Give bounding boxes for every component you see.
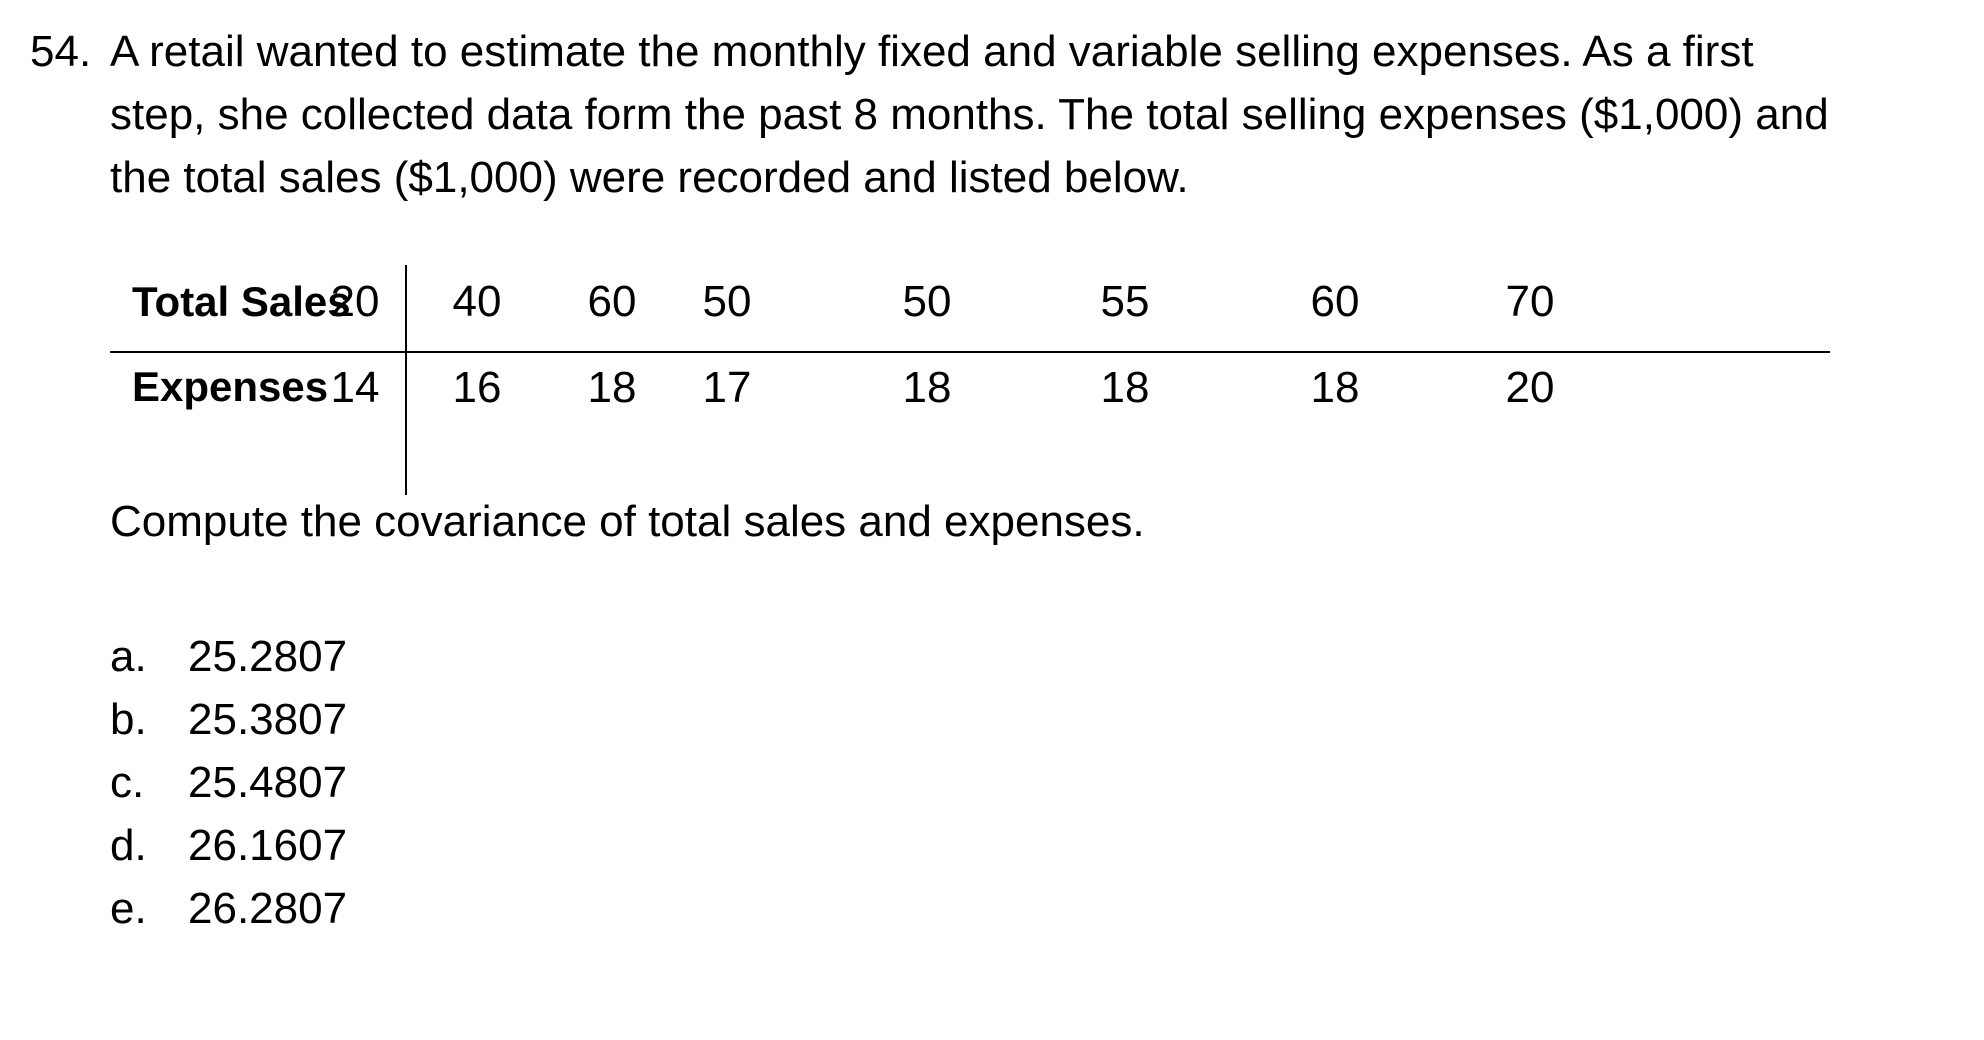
table-horizontal-divider bbox=[110, 351, 1830, 353]
question-line: step, she collected data form the past 8… bbox=[110, 90, 1829, 139]
answer-choice-d[interactable]: d. 26.1607 bbox=[110, 814, 347, 877]
question-number: 54. bbox=[30, 27, 92, 76]
choice-value: 25.4807 bbox=[188, 758, 348, 807]
question-prompt: Compute the covariance of total sales an… bbox=[110, 497, 1145, 546]
choice-value: 25.3807 bbox=[188, 695, 348, 744]
choice-letter: b. bbox=[110, 695, 147, 744]
table-cell: 55 bbox=[1100, 277, 1150, 326]
table-cell: 18 bbox=[1310, 363, 1360, 412]
row-label-total-sales: Total Sales bbox=[132, 278, 351, 325]
table-cell: 18 bbox=[587, 363, 637, 412]
answer-choice-e[interactable]: e. 26.2807 bbox=[110, 877, 347, 940]
table-cell: 50 bbox=[902, 277, 952, 326]
choice-value: 26.1607 bbox=[188, 821, 348, 870]
table-cell: 70 bbox=[1505, 277, 1555, 326]
table-cell: 18 bbox=[1100, 363, 1150, 412]
question-line: the total sales ($1,000) were recorded a… bbox=[110, 153, 1189, 202]
row-label-expenses: Expenses bbox=[132, 363, 329, 410]
table-cell: 60 bbox=[587, 277, 637, 326]
question-text: A retail wanted to estimate the monthly … bbox=[110, 20, 1984, 209]
table-cell: 17 bbox=[702, 363, 752, 412]
answer-choice-a[interactable]: a. 25.2807 bbox=[110, 625, 347, 688]
table-cell: 16 bbox=[452, 363, 502, 412]
table-cell: 40 bbox=[452, 277, 502, 326]
choice-value: 26.2807 bbox=[188, 884, 348, 933]
table-cell: 60 bbox=[1310, 277, 1360, 326]
answer-choice-b[interactable]: b. 25.3807 bbox=[110, 688, 347, 751]
answer-choice-c[interactable]: c. 25.4807 bbox=[110, 751, 347, 814]
table-cell: 50 bbox=[702, 277, 752, 326]
choice-letter: a. bbox=[110, 632, 147, 681]
choice-letter: c. bbox=[110, 758, 145, 807]
table-cell: 20 bbox=[330, 277, 380, 326]
table-cell: 14 bbox=[330, 363, 380, 412]
choice-value: 25.2807 bbox=[188, 632, 348, 681]
data-table: Total Sales Expenses 20 40 60 50 50 55 6… bbox=[110, 265, 1830, 495]
table-cell: 20 bbox=[1505, 363, 1555, 412]
question-line: A retail wanted to estimate the monthly … bbox=[110, 27, 1754, 76]
choice-letter: d. bbox=[110, 821, 147, 870]
table-cell: 18 bbox=[902, 363, 952, 412]
table-vertical-divider bbox=[405, 265, 407, 495]
answer-choices: a. 25.2807 b. 25.3807 c. 25.4807 d. 26.1607 … bbox=[110, 625, 347, 940]
choice-letter: e. bbox=[110, 884, 147, 933]
